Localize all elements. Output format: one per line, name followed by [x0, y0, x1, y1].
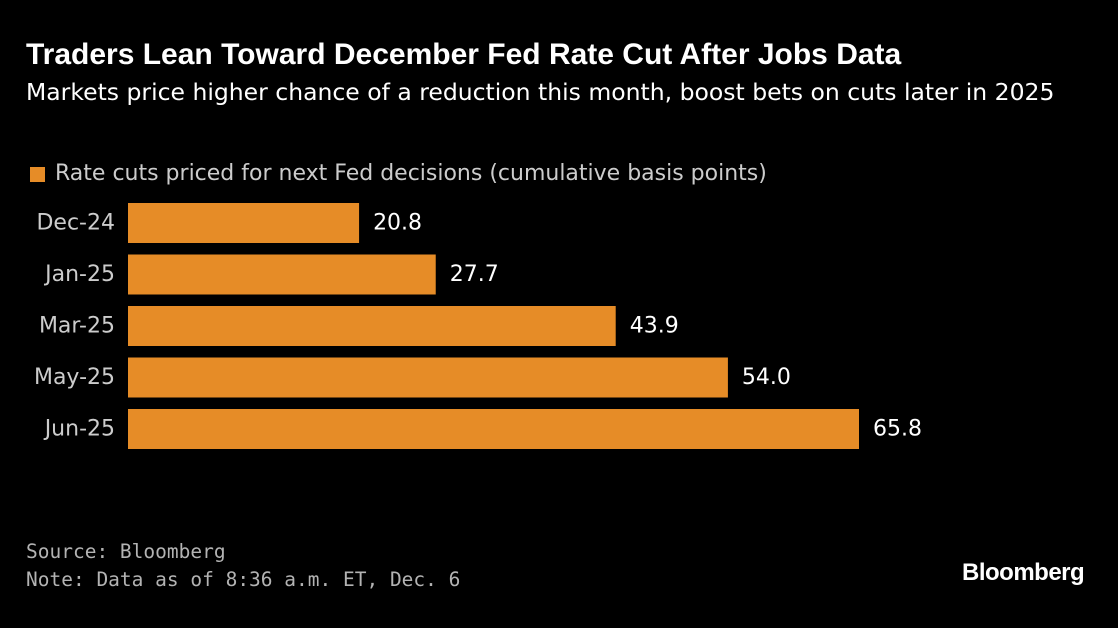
- bar-jan-25: [128, 254, 436, 295]
- chart-subtitle: Markets price higher chance of a reducti…: [26, 78, 1055, 106]
- source-text: Source: Bloomberg: [26, 540, 226, 563]
- bar-may-25: [128, 357, 728, 398]
- chart-title: Traders Lean Toward December Fed Rate Cu…: [26, 38, 902, 71]
- value-label: 27.7: [450, 262, 499, 287]
- value-label: 43.9: [630, 314, 679, 339]
- bloomberg-logo: Bloomberg: [962, 559, 1085, 586]
- legend-label: Rate cuts priced for next Fed decisions …: [55, 161, 767, 186]
- bar-dec-24: [128, 203, 360, 243]
- value-label: 54.0: [742, 365, 791, 390]
- legend: Rate cuts priced for next Fed decisions …: [30, 159, 767, 189]
- bar-mar-25: [128, 306, 616, 346]
- category-label: Dec-24: [36, 211, 115, 236]
- value-label: 20.8: [373, 211, 422, 236]
- category-label: Jun-25: [43, 417, 115, 442]
- bar-jun-25: [128, 409, 859, 449]
- category-label: Jan-25: [43, 262, 115, 287]
- source-note: Source: Bloomberg Note: Data as of 8:36 …: [26, 538, 460, 594]
- legend-swatch: [30, 166, 45, 182]
- value-label: 65.8: [873, 417, 922, 442]
- note-text: Note: Data as of 8:36 a.m. ET, Dec. 6: [26, 568, 461, 591]
- category-label: Mar-25: [39, 314, 115, 339]
- category-label: May-25: [34, 365, 115, 390]
